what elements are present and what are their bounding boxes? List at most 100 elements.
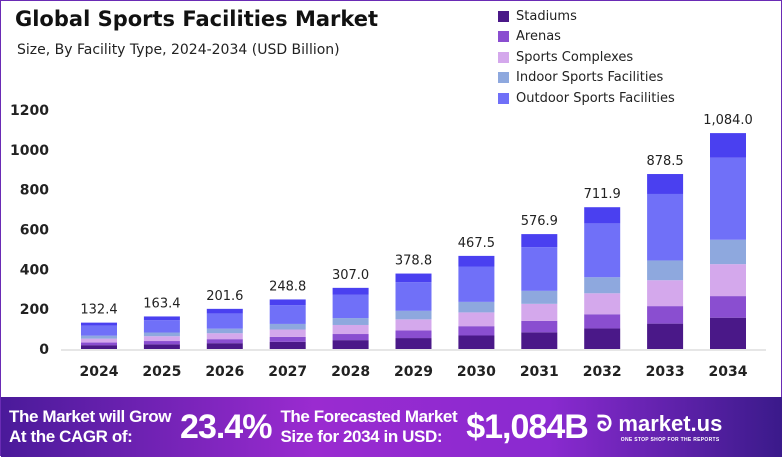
x-tick-label: 2032 <box>583 364 622 380</box>
bar-segment <box>143 332 180 337</box>
bar-segment <box>143 341 180 345</box>
brand-name: market.us <box>618 411 723 436</box>
chart-plot: 0 200 400 600 800 1000 1200 132.4 2024 163.4 2025 2… <box>10 103 766 380</box>
bar-segment <box>81 342 117 346</box>
total-label: 248.8 <box>269 279 306 294</box>
bar-segment <box>584 293 621 315</box>
legend-label: Outdoor Sports Facilities <box>516 90 675 106</box>
bar-segment <box>458 255 495 267</box>
bar-segment <box>206 343 243 349</box>
bar-segment <box>395 310 432 320</box>
bar-segment <box>710 157 746 240</box>
legend-item: Stadiums <box>498 6 675 27</box>
bar-segment <box>81 338 117 343</box>
bar-segment <box>81 322 117 326</box>
logo-icon: ᘐ <box>596 411 619 436</box>
y-tick-label: 600 <box>20 223 49 239</box>
bar-segment <box>458 312 495 327</box>
bar-segment <box>584 223 621 278</box>
x-tick-label: 2026 <box>205 364 244 380</box>
bar-segment <box>81 325 117 336</box>
legend-swatch <box>498 72 509 84</box>
bar-segment <box>81 345 117 349</box>
y-tick-label: 0 <box>39 342 49 358</box>
cagr-value: 23.4% <box>180 407 272 446</box>
bar-segment <box>647 260 684 281</box>
total-label: 378.8 <box>395 254 432 269</box>
legend-label: Sports Complexes <box>516 49 634 65</box>
bar-segment <box>584 314 621 329</box>
x-tick-label: 2028 <box>331 364 370 380</box>
total-label: 201.6 <box>206 289 243 304</box>
bar-segment <box>143 336 180 342</box>
bar-segment <box>584 277 621 294</box>
legend-item: Outdoor Sports Facilities <box>498 88 675 109</box>
bar-segment <box>458 335 495 349</box>
bar-segment <box>332 324 369 335</box>
bar-segment <box>647 323 684 349</box>
x-tick-label: 2033 <box>646 364 685 380</box>
y-tick-label: 1000 <box>10 143 49 159</box>
bar-segment <box>206 308 243 314</box>
bar-segment <box>521 290 558 304</box>
x-tick-label: 2025 <box>142 364 181 380</box>
forecast-label-line2: Size for 2034 in USD: <box>280 427 443 446</box>
legend: Stadiums Arenas Sports Complexes Indoor Spo… <box>498 6 675 109</box>
bar-segment <box>332 318 369 325</box>
legend-label: Arenas <box>516 29 561 45</box>
total-label: 878.5 <box>646 154 683 169</box>
forecast-value: $1,084B <box>466 407 589 446</box>
bar-segment <box>647 174 684 194</box>
bar-segment <box>647 280 684 307</box>
bar-segment <box>332 294 369 319</box>
legend-item: Sports Complexes <box>498 47 675 68</box>
brand-tagline: ONE STOP SHOP FOR THE REPORTS <box>620 437 720 443</box>
bar-segment <box>647 306 684 324</box>
bar-segment <box>206 333 243 340</box>
bar-segment <box>269 323 306 330</box>
bar-segment <box>647 193 684 261</box>
bar-segment <box>395 338 432 349</box>
bar-segment <box>269 341 306 349</box>
bar-segment <box>332 334 369 341</box>
bar-segment <box>269 336 306 342</box>
bar-segment <box>143 320 180 333</box>
total-label: 467.5 <box>458 236 495 251</box>
forecast-label-line1: The Forecasted Market <box>280 407 458 426</box>
brand-logo: ᘐ market.us ONE STOP SHOP FOR THE REPORT… <box>597 411 723 443</box>
bar-segment <box>332 340 369 349</box>
total-label: 1,084.0 <box>703 113 753 128</box>
x-tick-label: 2027 <box>268 364 307 380</box>
x-tick-label: 2024 <box>80 364 119 380</box>
bar-segment <box>395 273 432 283</box>
y-tick-label: 800 <box>20 183 49 199</box>
y-tick-label: 200 <box>20 302 49 318</box>
bar-segment <box>269 305 306 324</box>
legend-item: Arenas <box>498 27 675 48</box>
bar-segment <box>458 266 495 302</box>
bar-segment <box>269 329 306 337</box>
bar-segment <box>458 301 495 313</box>
cagr-label-line2: At the CAGR of: <box>9 427 133 446</box>
bar-segment <box>206 328 243 334</box>
total-label: 711.9 <box>584 187 621 202</box>
x-tick-label: 2034 <box>709 364 748 380</box>
bar-segment <box>395 282 432 311</box>
bar-segment <box>332 287 369 295</box>
bar-segment <box>584 207 621 224</box>
legend-swatch <box>498 51 509 63</box>
x-tick-label: 2030 <box>457 364 496 380</box>
bar-segment <box>206 313 243 329</box>
legend-label: Indoor Sports Facilities <box>516 70 664 86</box>
total-label: 307.0 <box>332 268 369 283</box>
bar-segment <box>584 328 621 349</box>
bar-segment <box>521 247 558 291</box>
bar-segment <box>710 264 746 297</box>
y-tick-label: 1200 <box>10 103 49 119</box>
bar-segment <box>521 332 558 349</box>
bar-segment <box>206 339 243 344</box>
bar-segment <box>521 320 558 333</box>
bar-segment <box>521 234 558 248</box>
bar-segment <box>395 330 432 339</box>
chart-subtitle: Size, By Facility Type, 2024-2034 (USD B… <box>17 42 340 58</box>
